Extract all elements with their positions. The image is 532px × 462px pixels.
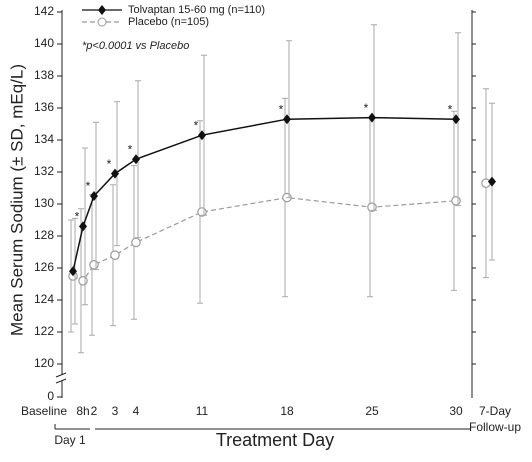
- significance-marker: *: [194, 118, 199, 132]
- y-tick-label: 142: [34, 4, 54, 18]
- point: [131, 237, 141, 248]
- x-tick-label: 2: [91, 404, 98, 418]
- x-tick-label: 30: [449, 404, 463, 418]
- significance-marker: *: [75, 210, 80, 224]
- point: [488, 176, 496, 187]
- series-line: [72, 196, 457, 282]
- y-tick-label: 130: [34, 196, 54, 210]
- x-tick-label: 8h: [76, 404, 89, 418]
- point: [451, 196, 461, 206]
- x-axis-title: Treatment Day: [216, 430, 334, 450]
- y-tick-label: 122: [34, 324, 54, 338]
- x-tick-label: Baseline: [21, 404, 67, 418]
- point: [90, 191, 98, 201]
- point: [481, 178, 491, 188]
- legend-label: Tolvaptan 15-60 mg (n=110): [128, 4, 265, 16]
- day1-label: Day 1: [54, 433, 86, 447]
- point: [78, 275, 88, 286]
- y-axis-title: Mean Serum Sodium (± SD, mEq/L): [7, 64, 26, 336]
- x-tick-label: 18: [280, 404, 294, 418]
- x-tick-label: 25: [365, 404, 379, 418]
- followup-label: 7-Day: [479, 404, 511, 418]
- point: [89, 259, 99, 270]
- footnote: *p<0.0001 vs Placebo: [82, 40, 189, 52]
- significance-marker: *: [364, 101, 369, 115]
- series-line: [72, 116, 457, 272]
- y-tick-label: 132: [34, 164, 54, 178]
- legend-marker: [98, 5, 106, 15]
- significance-marker: *: [107, 157, 112, 171]
- significance-marker: *: [86, 179, 91, 193]
- point: [198, 130, 206, 141]
- y-tick-label: 124: [34, 292, 54, 306]
- x-tick-label: 4: [133, 404, 140, 418]
- y-tick-label: 128: [34, 228, 54, 242]
- y-tick-label: 136: [34, 100, 54, 114]
- legend-marker: [97, 17, 107, 27]
- point: [111, 168, 119, 179]
- point: [110, 250, 120, 260]
- point: [452, 114, 460, 125]
- axis-break: [55, 378, 67, 384]
- y-tick-label: 138: [34, 68, 54, 82]
- significance-marker: *: [279, 102, 284, 116]
- y-tick-label: 140: [34, 36, 54, 50]
- point: [132, 154, 140, 165]
- significance-marker: *: [448, 102, 453, 116]
- y-tick-label: 134: [34, 132, 54, 146]
- point: [368, 112, 376, 123]
- significance-marker: *: [128, 142, 133, 156]
- y-tick-label: 0: [47, 389, 54, 403]
- point: [79, 221, 87, 232]
- x-tick-label: 3: [112, 404, 119, 418]
- legend-label: Placebo (n=105): [128, 16, 209, 28]
- y-tick-label: 120: [34, 356, 54, 370]
- y-tick-label: 126: [34, 260, 54, 274]
- followup-label: Follow-up: [469, 420, 521, 434]
- point: [69, 266, 77, 277]
- axis-break: [55, 372, 67, 378]
- point: [283, 114, 291, 125]
- x-tick-label: 11: [196, 404, 209, 418]
